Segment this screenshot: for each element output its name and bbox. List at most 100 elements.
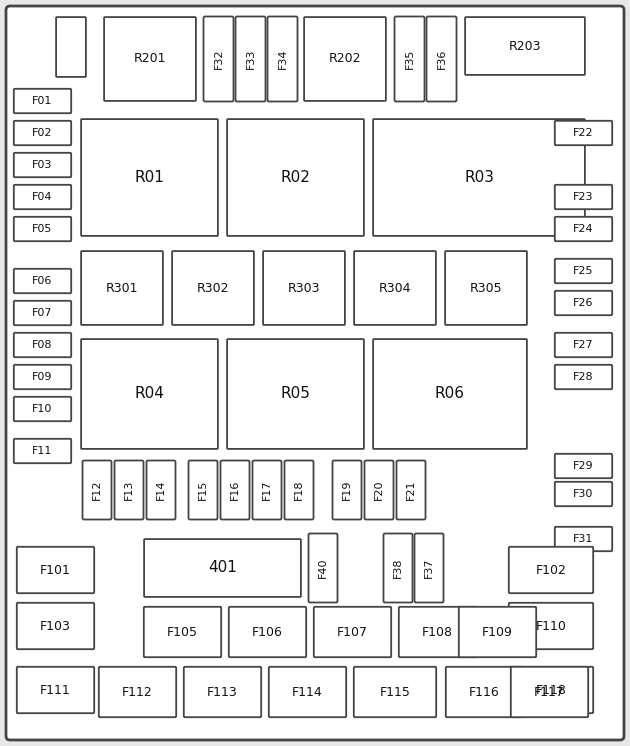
FancyBboxPatch shape	[17, 667, 94, 713]
FancyBboxPatch shape	[184, 667, 261, 717]
FancyBboxPatch shape	[415, 533, 444, 603]
FancyBboxPatch shape	[81, 119, 218, 236]
FancyBboxPatch shape	[309, 533, 338, 603]
FancyBboxPatch shape	[269, 667, 346, 717]
FancyBboxPatch shape	[555, 454, 612, 478]
Text: F35: F35	[404, 48, 415, 69]
Text: F40: F40	[318, 558, 328, 578]
Text: F31: F31	[573, 534, 593, 544]
Text: F26: F26	[573, 298, 593, 308]
Text: F22: F22	[573, 128, 594, 138]
FancyBboxPatch shape	[14, 397, 71, 421]
FancyBboxPatch shape	[14, 121, 71, 145]
FancyBboxPatch shape	[6, 6, 624, 740]
Text: F13: F13	[124, 480, 134, 500]
Text: F33: F33	[246, 48, 256, 69]
Text: F118: F118	[536, 683, 566, 697]
Text: F21: F21	[406, 480, 416, 501]
Text: F105: F105	[167, 625, 198, 639]
Text: R02: R02	[280, 170, 311, 185]
FancyBboxPatch shape	[373, 119, 585, 236]
Text: F08: F08	[32, 340, 53, 350]
FancyBboxPatch shape	[14, 439, 71, 463]
Text: R201: R201	[134, 52, 166, 66]
FancyBboxPatch shape	[445, 251, 527, 325]
FancyBboxPatch shape	[104, 17, 196, 101]
FancyBboxPatch shape	[314, 606, 391, 657]
FancyBboxPatch shape	[446, 667, 523, 717]
FancyBboxPatch shape	[399, 606, 476, 657]
Text: R305: R305	[470, 281, 502, 295]
FancyBboxPatch shape	[555, 527, 612, 551]
Text: F115: F115	[379, 686, 410, 698]
Text: F116: F116	[469, 686, 500, 698]
FancyBboxPatch shape	[373, 339, 527, 449]
Text: F05: F05	[32, 224, 53, 234]
Text: F101: F101	[40, 563, 71, 577]
FancyBboxPatch shape	[465, 17, 585, 75]
FancyBboxPatch shape	[555, 185, 612, 209]
FancyBboxPatch shape	[253, 460, 282, 519]
Text: F30: F30	[573, 489, 593, 499]
FancyBboxPatch shape	[83, 460, 112, 519]
FancyBboxPatch shape	[17, 547, 94, 593]
Text: F37: F37	[424, 558, 434, 578]
Text: F20: F20	[374, 480, 384, 501]
FancyBboxPatch shape	[511, 667, 588, 717]
FancyBboxPatch shape	[555, 333, 612, 357]
FancyBboxPatch shape	[81, 251, 163, 325]
Text: F25: F25	[573, 266, 593, 276]
Text: F24: F24	[573, 224, 594, 234]
FancyBboxPatch shape	[144, 539, 301, 597]
FancyBboxPatch shape	[172, 251, 254, 325]
FancyBboxPatch shape	[115, 460, 144, 519]
FancyBboxPatch shape	[14, 217, 71, 241]
Text: F10: F10	[32, 404, 53, 414]
FancyBboxPatch shape	[555, 365, 612, 389]
Text: F11: F11	[32, 446, 53, 456]
FancyBboxPatch shape	[203, 16, 234, 101]
FancyBboxPatch shape	[188, 460, 217, 519]
Text: F29: F29	[573, 461, 594, 471]
FancyBboxPatch shape	[14, 185, 71, 209]
Text: F14: F14	[156, 480, 166, 501]
Text: F117: F117	[534, 686, 565, 698]
FancyBboxPatch shape	[220, 460, 249, 519]
FancyBboxPatch shape	[263, 251, 345, 325]
FancyBboxPatch shape	[555, 259, 612, 283]
Text: F16: F16	[230, 480, 240, 500]
Text: R301: R301	[106, 281, 138, 295]
Text: F113: F113	[207, 686, 238, 698]
Text: F108: F108	[422, 625, 453, 639]
FancyBboxPatch shape	[227, 119, 364, 236]
FancyBboxPatch shape	[394, 16, 425, 101]
Text: R01: R01	[135, 170, 164, 185]
Text: F27: F27	[573, 340, 594, 350]
FancyBboxPatch shape	[56, 17, 86, 77]
Text: F09: F09	[32, 372, 53, 382]
Text: F110: F110	[536, 619, 566, 633]
FancyBboxPatch shape	[509, 667, 593, 713]
FancyBboxPatch shape	[14, 269, 71, 293]
FancyBboxPatch shape	[555, 482, 612, 507]
Text: R303: R303	[288, 281, 320, 295]
Text: F19: F19	[342, 480, 352, 501]
Text: F112: F112	[122, 686, 153, 698]
FancyBboxPatch shape	[555, 291, 612, 316]
Text: R302: R302	[197, 281, 229, 295]
FancyBboxPatch shape	[509, 547, 593, 593]
FancyBboxPatch shape	[227, 339, 364, 449]
FancyBboxPatch shape	[236, 16, 265, 101]
Text: F103: F103	[40, 619, 71, 633]
Text: F01: F01	[32, 96, 53, 106]
FancyBboxPatch shape	[459, 606, 536, 657]
FancyBboxPatch shape	[99, 667, 176, 717]
Text: 401: 401	[208, 560, 237, 575]
Text: F07: F07	[32, 308, 53, 318]
Text: R202: R202	[329, 52, 361, 66]
FancyBboxPatch shape	[333, 460, 362, 519]
Text: F18: F18	[294, 480, 304, 501]
FancyBboxPatch shape	[555, 121, 612, 145]
FancyBboxPatch shape	[14, 89, 71, 113]
FancyBboxPatch shape	[354, 251, 436, 325]
